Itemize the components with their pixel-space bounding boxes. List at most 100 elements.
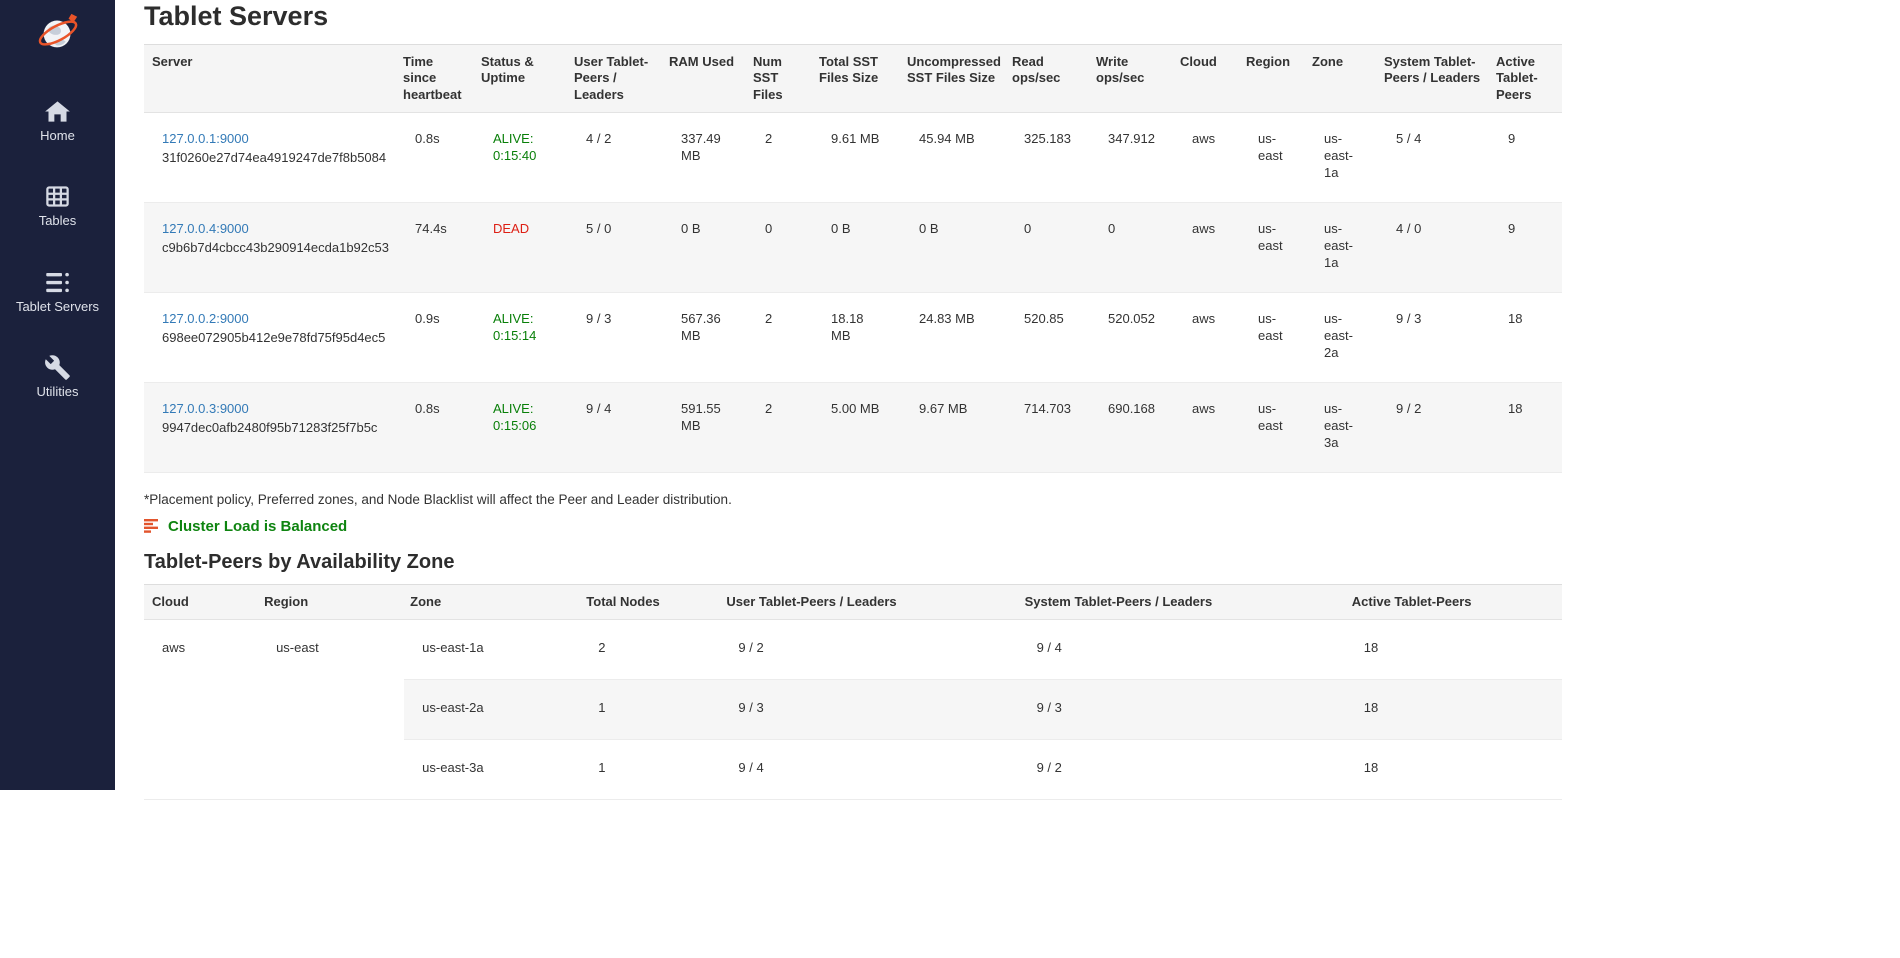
cell-total-sst: 9.61 MB (813, 112, 901, 203)
cell-user-peers: 9 / 3 (720, 679, 1019, 741)
cell-uncompressed-sst: 0 B (901, 202, 1006, 293)
cell-status: ALIVE: 0:15:14 (475, 292, 568, 383)
tables-icon (44, 183, 71, 210)
home-icon (44, 98, 71, 125)
cell-uncompressed-sst: 45.94 MB (901, 112, 1006, 203)
cell-total-nodes: 1 (580, 679, 721, 741)
server-uuid: 31f0260e27d74ea4919247de7f8b5084 (162, 149, 387, 165)
server-address-link[interactable]: 127.0.0.1:9000 (162, 130, 249, 146)
cell-heartbeat: 74.4s (397, 202, 475, 293)
cell-total-nodes: 1 (580, 739, 721, 801)
cell-active-peers: 18 (1345, 619, 1562, 681)
cell-total-sst: 18.18 MB (813, 292, 901, 383)
cell-user-peers: 4 / 2 (568, 112, 663, 203)
main-content: Tablet Servers Server Time since heartbe… (144, 0, 1562, 801)
sidebar: Home Tables Tablet Servers (0, 0, 115, 790)
cell-system-peers: 9 / 2 (1018, 739, 1346, 801)
column-header: Zone (404, 583, 581, 621)
nav-label: Home (40, 128, 75, 143)
nav-label: Utilities (36, 383, 79, 399)
column-header: Time since heartbeat (397, 44, 475, 113)
table-row: us-east-2a 1 9 / 3 9 / 3 18 (144, 679, 1562, 741)
cell-zone: us-east-1a (1306, 112, 1378, 203)
column-header: User Tablet-Peers / Leaders (720, 583, 1019, 621)
sidebar-item-home[interactable]: Home (0, 98, 115, 143)
sidebar-item-utilities[interactable]: Utilities (0, 354, 115, 399)
cell-uncompressed-sst: 24.83 MB (901, 292, 1006, 383)
cell-zone: us-east-1a (404, 619, 581, 681)
cell-system-peers: 9 / 2 (1378, 382, 1490, 473)
cell-region: us-east (1240, 112, 1306, 203)
cell-zone: us-east-1a (1306, 202, 1378, 293)
column-header: Uncompressed SST Files Size (901, 44, 1006, 113)
column-header: RAM Used (663, 44, 747, 113)
uptime-value: 0:15:06 (493, 417, 537, 433)
cell-cloud: aws (1174, 112, 1240, 203)
column-header: Zone (1306, 44, 1378, 113)
cell-num-sst: 2 (747, 382, 813, 473)
cell-region: us-east (1240, 382, 1306, 473)
utilities-icon (44, 354, 71, 381)
cell-region: us-east (1240, 292, 1306, 383)
cell-system-peers: 9 / 3 (1018, 679, 1346, 741)
cell-status: DEAD (475, 202, 568, 293)
column-header: Write ops/sec (1090, 44, 1174, 113)
cell-active-peers: 9 (1490, 202, 1562, 293)
cell-ram: 591.55 MB (663, 382, 747, 473)
cell-heartbeat: 0.8s (397, 112, 475, 203)
cell-system-peers: 9 / 4 (1018, 619, 1346, 681)
cell-cloud: aws (1174, 292, 1240, 383)
cell-heartbeat: 0.9s (397, 292, 475, 383)
uptime-value: 0:15:40 (493, 147, 537, 163)
cell-read-ops: 714.703 (1006, 382, 1090, 473)
tablet-peers-by-zone-table: Cloud Region Zone Total Nodes User Table… (144, 583, 1562, 801)
server-address-link[interactable]: 127.0.0.4:9000 (162, 220, 249, 236)
cell-write-ops: 520.052 (1090, 292, 1174, 383)
cell-read-ops: 520.85 (1006, 292, 1090, 383)
table-row: 127.0.0.1:9000 31f0260e27d74ea4919247de7… (144, 112, 1562, 203)
column-header: Status & Uptime (475, 44, 568, 113)
column-header: System Tablet-Peers / Leaders (1378, 44, 1490, 113)
cluster-load-text: Cluster Load is Balanced (168, 517, 348, 535)
cell-cloud: aws (144, 619, 259, 801)
sidebar-nav: Home Tables Tablet Servers (0, 98, 115, 399)
cell-server: 127.0.0.1:9000 31f0260e27d74ea4919247de7… (144, 112, 397, 203)
cell-cloud: aws (1174, 202, 1240, 293)
cell-write-ops: 690.168 (1090, 382, 1174, 473)
column-header: System Tablet-Peers / Leaders (1018, 583, 1346, 621)
server-address-link[interactable]: 127.0.0.3:9000 (162, 400, 249, 416)
sidebar-item-tables[interactable]: Tables (0, 183, 115, 228)
cell-active-peers: 18 (1490, 382, 1562, 473)
cell-server: 127.0.0.2:9000 698ee072905b412e9e78fd75f… (144, 292, 397, 383)
cell-region: us-east (1240, 202, 1306, 293)
server-address-link[interactable]: 127.0.0.2:9000 (162, 310, 249, 326)
server-uuid: 698ee072905b412e9e78fd75f95d4ec5 (162, 329, 386, 345)
cell-read-ops: 0 (1006, 202, 1090, 293)
cell-zone: us-east-2a (1306, 292, 1378, 383)
table-row: aws us-east us-east-1a 2 9 / 2 9 / 4 18 (144, 619, 1562, 801)
cell-num-sst: 2 (747, 292, 813, 383)
table-row: 127.0.0.2:9000 698ee072905b412e9e78fd75f… (144, 292, 1562, 383)
cell-active-peers: 18 (1345, 679, 1562, 741)
cell-system-peers: 9 / 3 (1378, 292, 1490, 383)
cell-user-peers: 9 / 2 (720, 619, 1019, 681)
cell-zone: us-east-3a (1306, 382, 1378, 473)
cell-ram: 337.49 MB (663, 112, 747, 203)
cell-heartbeat: 0.8s (397, 382, 475, 473)
zones-section-title: Tablet-Peers by Availability Zone (144, 550, 455, 573)
cell-user-peers: 5 / 0 (568, 202, 663, 293)
nav-label: Tables (38, 213, 77, 229)
server-uuid: 9947dec0afb2480f95b71283f25f7b5c (162, 419, 378, 435)
tablet-servers-icon (44, 269, 71, 296)
column-header: Region (1240, 44, 1306, 113)
column-header: Num SST Files (747, 44, 813, 113)
cell-active-peers: 9 (1490, 112, 1562, 203)
column-header: Cloud (1174, 44, 1240, 113)
cell-num-sst: 2 (747, 112, 813, 203)
yugabytedb-logo[interactable] (35, 10, 81, 56)
table-row: 127.0.0.3:9000 9947dec0afb2480f95b71283f… (144, 382, 1562, 473)
cell-region: us-east (258, 619, 405, 801)
cell-user-peers: 9 / 4 (720, 739, 1019, 801)
cell-zone: us-east-3a (404, 739, 581, 801)
sidebar-item-tablet-servers[interactable]: Tablet Servers (0, 269, 115, 314)
